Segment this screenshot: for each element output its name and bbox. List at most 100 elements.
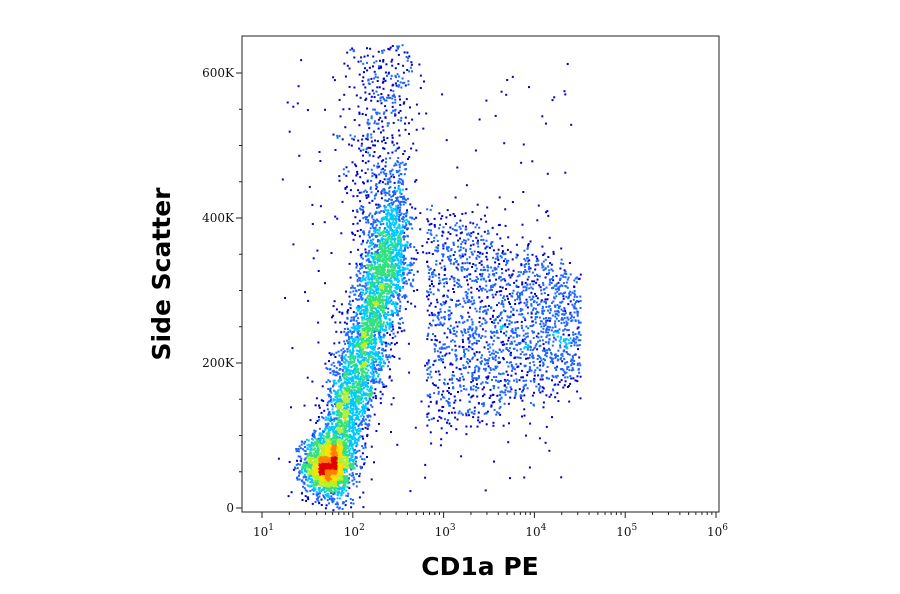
event-dot <box>340 432 343 434</box>
event-dot <box>327 437 330 440</box>
event-dot <box>337 394 340 397</box>
event-dot <box>295 477 298 480</box>
event-dot <box>323 444 326 447</box>
event-dot <box>363 412 366 415</box>
event-dot <box>371 322 374 325</box>
event-dot <box>403 213 406 216</box>
event-dot <box>328 433 331 436</box>
event-dot <box>368 303 371 306</box>
event-dot <box>352 451 355 454</box>
event-dot <box>346 454 349 457</box>
event-dot <box>356 375 359 378</box>
event-dot <box>345 370 348 373</box>
event-dot <box>343 328 346 330</box>
event-dot <box>384 234 387 237</box>
event-dot <box>339 486 342 489</box>
event-dot <box>374 231 377 234</box>
event-dot <box>340 469 343 472</box>
event-dot <box>362 285 365 288</box>
event-dot <box>403 227 406 230</box>
event-dot <box>393 284 396 286</box>
event-dot <box>333 379 336 382</box>
event-dot <box>367 361 370 364</box>
event-dot <box>374 314 377 317</box>
event-dot <box>353 422 355 425</box>
event-dot <box>324 423 327 426</box>
event-dot <box>315 421 318 424</box>
event-dot <box>328 352 331 355</box>
event-dot <box>390 252 393 255</box>
event-dot <box>409 284 412 287</box>
event-dot <box>361 257 364 260</box>
event-dot <box>336 503 339 506</box>
event-dot <box>321 446 323 449</box>
event-dot <box>365 276 368 279</box>
event-dot <box>376 321 379 324</box>
event-dot <box>361 368 364 371</box>
event-dot <box>351 454 354 457</box>
event-dot <box>357 401 360 404</box>
event-dot <box>408 269 411 272</box>
event-dot <box>338 472 341 475</box>
event-dot <box>343 421 346 424</box>
event-dot <box>359 332 362 335</box>
event-dot <box>331 464 334 467</box>
event-dot <box>407 227 410 230</box>
event-dot <box>324 435 327 438</box>
event-dot <box>337 461 340 464</box>
event-dot <box>340 412 343 415</box>
event-dot <box>305 499 307 502</box>
event-dot <box>323 476 326 479</box>
event-dot <box>345 332 348 335</box>
event-dot <box>350 459 353 462</box>
event-dot <box>349 303 352 306</box>
event-dot <box>385 222 388 225</box>
event-dot <box>380 338 383 341</box>
event-dot <box>349 411 352 414</box>
event-dot <box>324 462 327 465</box>
event-dot <box>333 342 336 345</box>
event-dot <box>385 297 388 300</box>
event-dot <box>352 340 355 343</box>
event-dot <box>365 241 368 244</box>
event-dot <box>353 457 356 460</box>
event-dot <box>403 294 405 297</box>
event-dot <box>357 317 360 320</box>
event-dot <box>352 354 355 357</box>
event-dot <box>329 387 332 390</box>
event-dot <box>320 448 323 451</box>
event-dot <box>371 291 374 294</box>
event-dot <box>360 409 363 412</box>
event-dot <box>344 334 347 337</box>
event-dot <box>361 458 364 461</box>
event-dot <box>385 300 388 303</box>
event-dot <box>366 433 369 436</box>
event-dot <box>375 271 378 274</box>
event-dot <box>380 361 383 364</box>
event-dot <box>345 322 348 325</box>
event-dot <box>311 478 313 481</box>
event-dot <box>403 238 406 241</box>
event-dot <box>385 385 388 388</box>
event-dot <box>322 475 325 478</box>
event-dot <box>313 483 315 486</box>
event-dot <box>376 301 379 304</box>
event-dot <box>371 307 374 310</box>
event-dot <box>360 295 363 298</box>
event-dot <box>360 306 363 309</box>
event-dot <box>325 432 328 435</box>
event-dot <box>399 208 401 211</box>
event-dot <box>379 378 382 381</box>
event-dot <box>365 342 368 345</box>
event-dot <box>370 334 373 337</box>
event-dot <box>333 470 336 473</box>
event-dot <box>333 411 336 414</box>
event-dot <box>313 476 316 479</box>
event-dot <box>351 397 354 400</box>
event-dot <box>304 463 307 466</box>
event-dot <box>388 290 391 293</box>
event-dot <box>390 236 393 239</box>
event-dot <box>401 231 404 234</box>
event-dot <box>350 444 352 447</box>
event-dot <box>370 252 373 254</box>
